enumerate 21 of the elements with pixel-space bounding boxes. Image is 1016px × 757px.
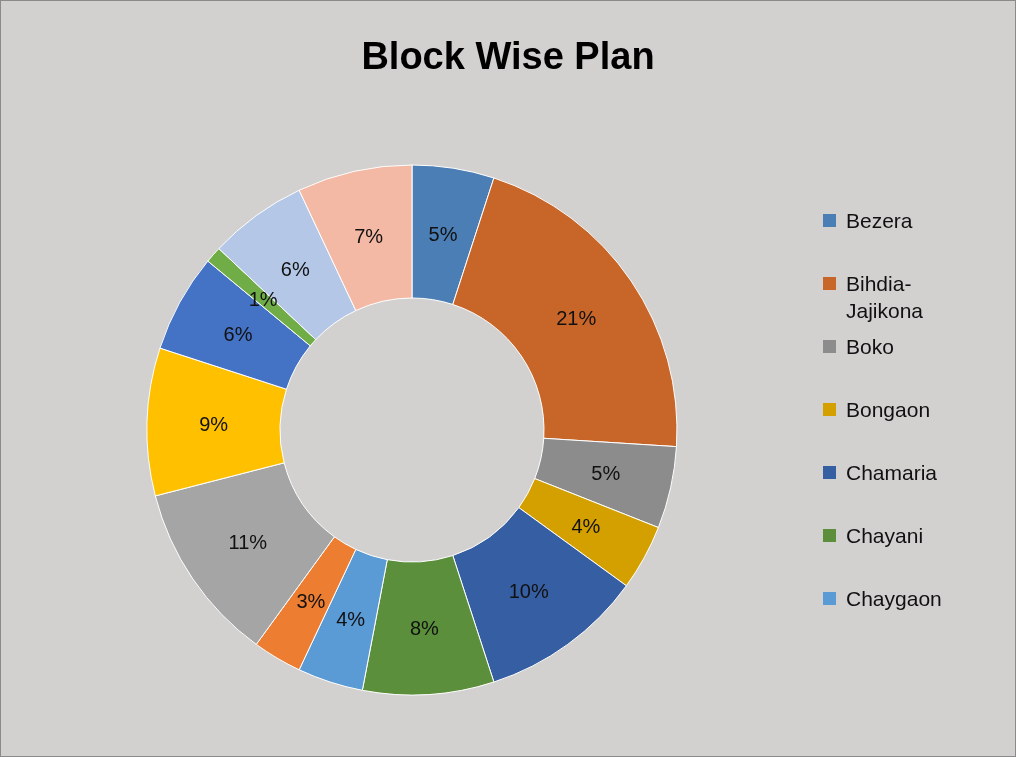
legend-label: Chamaria <box>846 460 939 486</box>
data-label: 5% <box>591 462 621 485</box>
data-label: 4% <box>571 514 601 537</box>
data-label: 5% <box>428 222 458 245</box>
data-label: 11% <box>228 530 268 553</box>
legend-label: Chayani <box>846 523 925 549</box>
legend-label: Chaygaon <box>846 586 943 612</box>
data-label: 10% <box>508 579 549 602</box>
legend-label: Bihdia-Jajikona <box>846 271 925 324</box>
data-label: 4% <box>336 607 366 630</box>
data-label: 6% <box>223 323 253 346</box>
data-label: 6% <box>280 258 310 281</box>
data-label: 9% <box>199 412 229 435</box>
data-label: 8% <box>410 617 440 640</box>
legend-label: Bezera <box>846 208 914 234</box>
data-label: 3% <box>296 589 326 612</box>
data-label: 7% <box>354 225 384 248</box>
data-label: 21% <box>556 307 597 330</box>
legend-label: Bongaon <box>846 397 932 423</box>
legend-label: Boko <box>846 334 895 360</box>
chart-title: Block Wise Plan <box>360 35 656 78</box>
